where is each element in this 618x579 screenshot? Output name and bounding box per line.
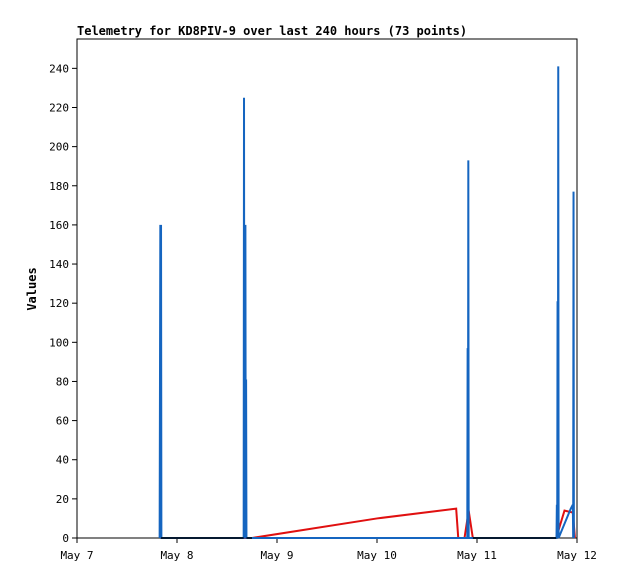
x-tick-label: May 10 <box>357 549 397 562</box>
chart-title: Telemetry for KD8PIV-9 over last 240 hou… <box>77 24 467 38</box>
x-tick-label: May 7 <box>60 549 93 562</box>
y-tick-label: 160 <box>49 219 69 232</box>
y-axis: 0 20 40 60 80 100 120 140 160 180 200 220 240 <box>49 62 77 545</box>
y-tick-label: 60 <box>56 415 69 428</box>
x-tick-label: May 8 <box>160 549 193 562</box>
series-line-red <box>160 507 576 539</box>
plot-series <box>158 66 576 539</box>
y-tick-label: 80 <box>56 375 69 388</box>
y-tick-label: 200 <box>49 141 69 154</box>
y-tick-label: 220 <box>49 101 69 114</box>
series-line-blue <box>158 66 575 539</box>
y-tick-label: 40 <box>56 454 69 467</box>
y-tick-label: 120 <box>49 297 69 310</box>
plot-frame <box>76 38 578 539</box>
x-tick-label: May 12 <box>557 549 597 562</box>
x-tick-label: May 11 <box>457 549 497 562</box>
y-tick-label: 240 <box>49 62 69 75</box>
y-tick-label: 20 <box>56 493 69 506</box>
y-tick-label: 140 <box>49 258 69 271</box>
y-tick-label: 180 <box>49 180 69 193</box>
x-tick-label: May 9 <box>260 549 293 562</box>
y-tick-label: 100 <box>49 336 69 349</box>
y-tick-label: 0 <box>62 532 69 545</box>
y-axis-label: Values <box>25 267 39 310</box>
x-axis: May 7 May 8 May 9 May 10 May 11 May 12 <box>60 538 597 562</box>
